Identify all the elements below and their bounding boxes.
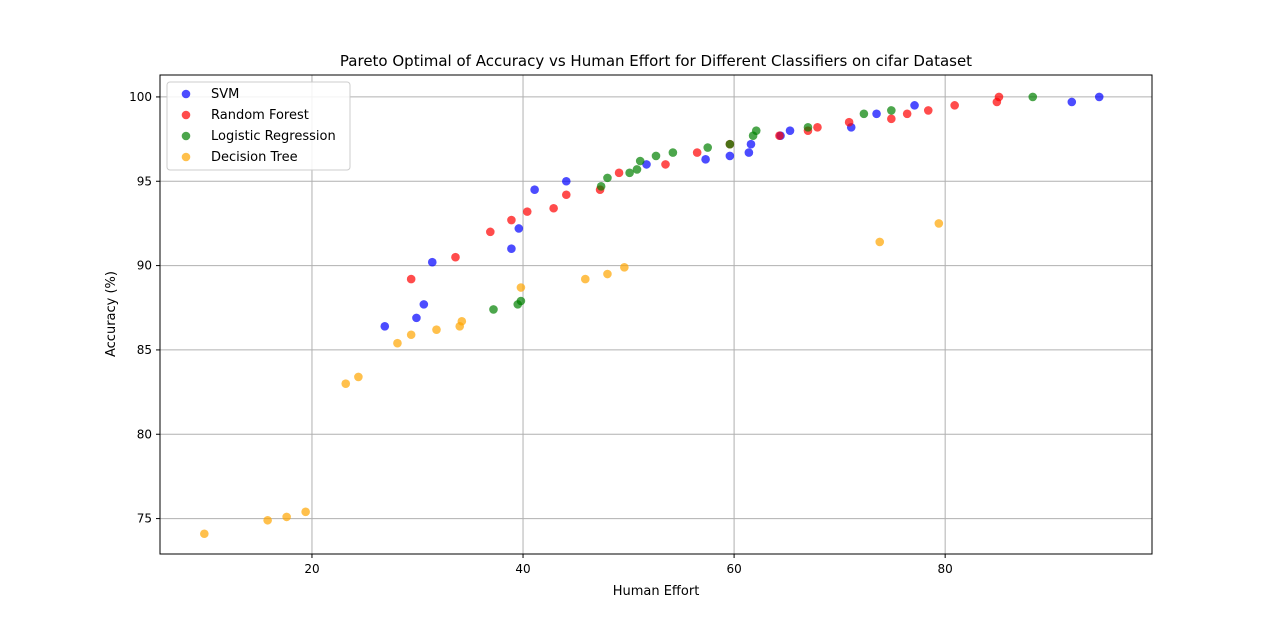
data-point <box>785 126 795 135</box>
legend-marker <box>181 110 191 120</box>
x-tick-label: 60 <box>726 562 741 576</box>
data-point <box>813 122 822 132</box>
legend-marker <box>181 131 191 141</box>
legend-label: Random Forest <box>211 108 309 123</box>
data-point <box>514 224 524 233</box>
data-point <box>603 269 612 279</box>
data-point <box>844 117 854 127</box>
legend-label: SVM <box>211 87 239 102</box>
x-tick-label: 20 <box>304 562 319 576</box>
data-point <box>902 109 912 119</box>
data-point <box>642 160 651 169</box>
data-point <box>887 114 896 124</box>
axis-ticks: 20 40 60 80 75 80 85 90 95 100 <box>129 90 953 576</box>
data-point <box>632 165 642 174</box>
y-tick-label: 100 <box>129 90 152 104</box>
data-point <box>872 109 881 119</box>
data-point <box>530 185 539 194</box>
data-point <box>775 131 784 141</box>
data-point <box>522 207 532 216</box>
data-point <box>412 313 421 323</box>
data-point <box>596 182 606 191</box>
data-point <box>1028 92 1038 102</box>
data-point <box>393 338 402 348</box>
data-point <box>887 106 896 115</box>
data-point <box>516 283 526 292</box>
data-points <box>200 92 1104 539</box>
data-point <box>282 512 291 522</box>
data-point <box>486 227 495 237</box>
data-point <box>301 507 310 517</box>
data-point <box>516 296 526 306</box>
chart-title: Pareto Optimal of Accuracy vs Human Effo… <box>340 52 972 70</box>
data-point <box>1094 92 1104 102</box>
legend-label: Decision Tree <box>211 150 298 165</box>
data-point <box>703 143 713 152</box>
data-point <box>651 151 661 161</box>
legend-marker <box>181 89 191 99</box>
data-point <box>432 325 441 334</box>
data-point <box>354 372 363 382</box>
data-point <box>701 155 710 164</box>
plot-frame <box>159 74 1153 555</box>
data-point <box>934 219 944 228</box>
y-tick-label: 95 <box>137 174 152 188</box>
x-axis-label: Human Effort <box>613 584 700 599</box>
data-point <box>1067 97 1077 107</box>
data-point <box>950 101 959 110</box>
data-point <box>614 168 624 178</box>
data-point <box>859 109 869 119</box>
y-tick-label: 85 <box>137 343 152 357</box>
y-axis-label: Accuracy (%) <box>104 271 119 357</box>
y-tick-label: 80 <box>137 427 152 441</box>
data-point <box>744 148 754 157</box>
data-point <box>457 316 467 326</box>
data-point <box>625 168 634 178</box>
data-point <box>692 148 702 157</box>
data-point <box>668 148 678 157</box>
x-tick-label: 40 <box>515 562 530 576</box>
data-point <box>803 122 813 132</box>
data-point <box>451 252 460 262</box>
data-point <box>875 237 885 247</box>
data-point <box>419 300 429 309</box>
data-point <box>427 257 437 267</box>
data-point <box>580 274 590 284</box>
y-tick-label: 75 <box>137 512 152 526</box>
data-point <box>406 274 416 284</box>
legend-marker <box>181 152 191 162</box>
data-point <box>725 139 735 149</box>
x-tick-label: 80 <box>938 562 953 576</box>
data-point <box>489 305 498 314</box>
data-point <box>380 322 390 331</box>
data-point <box>561 190 571 200</box>
data-point <box>200 529 209 539</box>
legend-label: Logistic Regression <box>211 129 336 144</box>
data-point <box>603 173 612 183</box>
data-point <box>406 330 416 340</box>
y-tick-label: 90 <box>137 259 152 273</box>
data-point <box>263 515 272 525</box>
data-point <box>661 160 670 169</box>
legend: SVM Random Forest Logistic Regression Decis… <box>166 81 351 171</box>
legend-box <box>166 81 351 171</box>
data-point <box>507 244 516 254</box>
data-point <box>620 262 629 272</box>
data-point <box>746 139 756 149</box>
data-point <box>725 151 735 161</box>
data-point <box>751 126 761 135</box>
data-point <box>910 101 919 110</box>
data-point <box>549 203 558 213</box>
data-point <box>341 379 351 388</box>
data-point <box>635 156 645 166</box>
grid-lines <box>160 75 1152 554</box>
data-point <box>507 215 516 225</box>
data-point <box>561 176 571 186</box>
data-point <box>923 106 933 115</box>
data-point <box>994 92 1004 102</box>
